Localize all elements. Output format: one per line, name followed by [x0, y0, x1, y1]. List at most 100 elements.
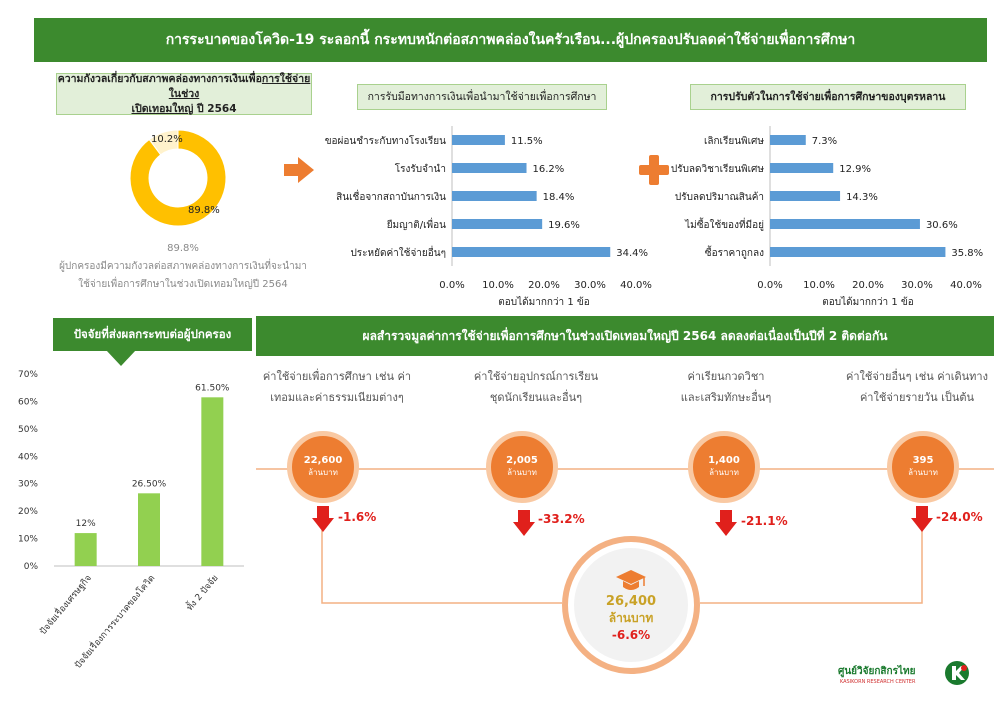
- banner-title: การระบาดของโควิด-19 ระลอกนี้ กระทบหนักต่…: [165, 32, 856, 48]
- tick-label: 10%: [18, 535, 38, 545]
- survey-label-2: ค่าใช้จ่ายอุปกรณ์การเรียน ชุดนักเรียนและ…: [473, 370, 599, 404]
- axis-note: ตอบได้มากกว่า 1 ข้อ: [498, 296, 589, 308]
- donut-caption-text: ผู้ปกครองมีความกังวลต่อสภาพคล่องทางการเง…: [59, 261, 307, 290]
- category-label: ยืมญาติ/เพื่อน: [387, 217, 447, 231]
- tick-label: 70%: [18, 370, 38, 380]
- adjust-bar-chart: เลิกเรียนพิเศษ 7.3% ปรับลดวิชาเรียนพิเศษ 12…: [671, 126, 983, 308]
- funding-bar-chart: ขอผ่อนชำระกับทางโรงเรียน 11.5% โรงรับจำนำ 1…: [325, 126, 652, 308]
- total-change: -6.6%: [611, 628, 651, 642]
- data-label: 26.50%: [132, 479, 167, 489]
- bar: [770, 163, 834, 173]
- funding-title-box: การรับมือทางการเงินเพื่อนำมาใช้จ่ายเพื่อ…: [357, 84, 607, 110]
- donut-title-plain1: ความกังวลเกี่ยวกับสภาพคล่องทางการเงินเพื…: [57, 72, 262, 85]
- bar: [452, 163, 527, 173]
- tick-label: 10.0%: [482, 280, 514, 291]
- category-label: ประหยัดค่าใช้จ่ายอื่นๆ: [350, 245, 446, 259]
- data-label: 16.2%: [533, 164, 565, 175]
- data-label: 18.4%: [543, 192, 575, 203]
- survey-unit-1: ล้านบาท: [308, 468, 338, 477]
- tick-label: 0%: [24, 562, 39, 572]
- factors-bar-chart: 0%10%20%30%40%50%60%70%12%ปัจจัยเรื่องเศ…: [18, 370, 244, 671]
- bar: [452, 191, 537, 201]
- adjust-title-box: การปรับตัวในการใช้จ่ายเพื่อการศึกษาของบุ…: [690, 84, 966, 110]
- survey-change-4: -24.0%: [936, 510, 983, 524]
- survey-value-3: 1,400: [708, 455, 740, 466]
- category-label: เลิกเรียนพิเศษ: [704, 135, 764, 147]
- arrow-right-icon: [284, 157, 314, 183]
- survey-change-2: -33.2%: [538, 512, 585, 526]
- category-label: ปรับลดปริมาณสินค้า: [675, 191, 764, 203]
- bar: [452, 247, 611, 257]
- donut-title-underlined2: เปิดเทอมใหญ่: [131, 102, 194, 115]
- plus-icon: [639, 155, 669, 185]
- bar: [452, 135, 505, 145]
- donut-segments: [129, 129, 227, 227]
- tick-label: 20.0%: [528, 280, 560, 291]
- tick-label: 20.0%: [852, 280, 884, 291]
- bar: [138, 493, 160, 566]
- donut-caption: 89.8% ผู้ปกครองมีความกังวลต่อสภาพคล่องทา…: [50, 240, 316, 294]
- tick-label: 20%: [18, 507, 38, 517]
- data-label: 7.3%: [812, 136, 837, 147]
- tick-label: 40%: [18, 452, 38, 462]
- survey-title-box: ผลสำรวจมูลค่าการใช้จ่ายเพื่อการศึกษาในช่…: [256, 316, 994, 356]
- survey-value-2: 2,005: [506, 455, 538, 466]
- survey-circle-3: 1,400 ล้านบาท: [688, 431, 760, 503]
- survey-label-1: ค่าใช้จ่ายเพื่อการศึกษา เช่น ค่าเทอมและค…: [262, 370, 412, 404]
- data-label: 30.6%: [926, 220, 958, 231]
- factors-title: ปัจจัยที่ส่งผลกระทบต่อผู้ปกครอง: [73, 326, 232, 341]
- survey-value-4: 395: [912, 455, 934, 466]
- survey-unit-4: ล้านบาท: [908, 468, 938, 477]
- tick-label: 0.0%: [757, 280, 782, 291]
- category-label: ขอผ่อนชำระกับทางโรงเรียน: [325, 134, 446, 147]
- page-banner: การระบาดของโควิด-19 ระลอกนี้ กระทบหนักต่…: [34, 18, 987, 62]
- bar: [770, 247, 946, 257]
- survey-change-1: -1.6%: [338, 510, 377, 524]
- bar: [770, 191, 841, 201]
- category-label: ปรับลดวิชาเรียนพิเศษ: [671, 163, 765, 175]
- funding-title: การรับมือทางการเงินเพื่อนำมาใช้จ่ายเพื่อ…: [367, 90, 597, 103]
- bar: [770, 219, 920, 229]
- tick-label: 60%: [18, 397, 38, 407]
- data-label: 34.4%: [616, 248, 648, 259]
- tick-label: 30%: [18, 480, 38, 490]
- total-circle: 26,400 ล้านบาท -6.6%: [574, 548, 688, 662]
- total-unit: ล้านบาท: [608, 611, 654, 625]
- survey-value-1: 22,600: [303, 455, 343, 466]
- survey-label-3: ค่าเรียนกวดวิชา และเสริมทักษะอื่นๆ: [680, 370, 772, 404]
- bar: [770, 135, 806, 145]
- category-label: ไม่ซื้อใช้ของที่มีอยู่: [684, 217, 764, 231]
- category-label: โรงรับจำนำ: [395, 162, 446, 175]
- adjust-title: การปรับตัวในการใช้จ่ายเพื่อการศึกษาของบุ…: [710, 90, 946, 103]
- data-label: 11.5%: [511, 136, 543, 147]
- down-arrow-icon: [513, 510, 535, 536]
- donut-title-box: ความกังวลเกี่ยวกับสภาพคล่องทางการเงินเพื…: [56, 73, 312, 115]
- donut-chart: 89.8% 10.2%: [129, 129, 227, 227]
- tick-label: 40.0%: [620, 280, 652, 291]
- down-arrow-icon: [715, 510, 737, 536]
- kbank-logo-icon: [945, 661, 969, 685]
- data-label: 12%: [76, 519, 96, 529]
- donut-title-underlined1: การใช้จ่ายในช่วง: [168, 72, 311, 100]
- logo: ศูนย์วิจัยกสิกรไทย KASIKORN RESEARCH CEN…: [838, 664, 915, 685]
- down-arrow-icon: [911, 506, 933, 532]
- survey-unit-3: ล้านบาท: [709, 468, 739, 477]
- tick-label: 50%: [18, 425, 38, 435]
- data-label: 14.3%: [846, 192, 878, 203]
- survey-change-3: -21.1%: [741, 514, 788, 528]
- category-label: ซื้อราคาถูกลง: [705, 245, 764, 259]
- bar: [201, 397, 224, 566]
- donut-label-large: 89.8%: [188, 205, 220, 216]
- axis-note: ตอบได้มากกว่า 1 ข้อ: [822, 296, 913, 308]
- down-triangle-icon: [106, 350, 136, 366]
- donut-title-plain2: ปี 2564: [193, 102, 237, 115]
- survey-unit-2: ล้านบาท: [507, 468, 537, 477]
- tick-label: 30.0%: [901, 280, 933, 291]
- survey-title: ผลสำรวจมูลค่าการใช้จ่ายเพื่อการศึกษาในช่…: [362, 328, 888, 343]
- tick-label: 10.0%: [803, 280, 835, 291]
- survey-circle-4: 395 ล้านบาท: [887, 431, 959, 503]
- survey-label-4: ค่าใช้จ่ายอื่นๆ เช่น ค่าเดินทาง ค่าใช้จ่…: [846, 370, 988, 404]
- donut-slice: [148, 129, 179, 156]
- logo-sub: KASIKORN RESEARCH CENTER: [839, 679, 916, 685]
